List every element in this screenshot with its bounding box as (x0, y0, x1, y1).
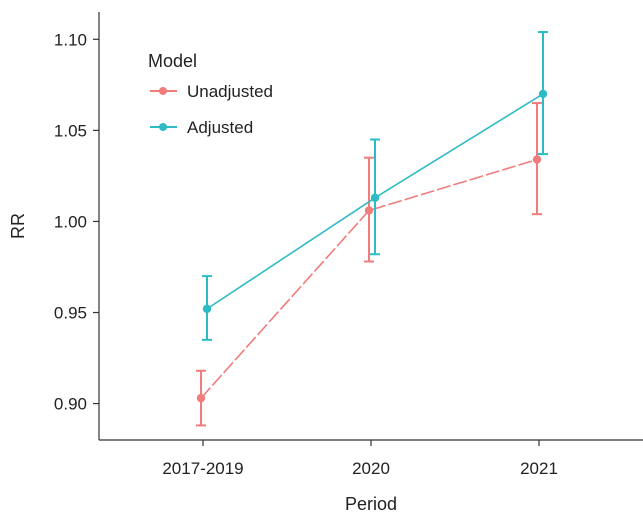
legend-item-unadjusted: Unadjusted (150, 82, 273, 101)
legend: Model Unadjusted Adjusted (148, 51, 273, 137)
x-tick-label: 2017-2019 (162, 459, 243, 478)
x-axis-ticks: 2017-2019 2020 2021 (162, 440, 558, 478)
legend-item-adjusted: Adjusted (150, 118, 253, 137)
data-point-adjusted (538, 89, 548, 99)
y-tick-label: 0.90 (54, 395, 87, 414)
data-point-unadjusted (196, 393, 206, 403)
data-point-adjusted (202, 304, 212, 314)
data-point-unadjusted (364, 206, 374, 215)
y-tick-label: 0.95 (54, 304, 87, 323)
x-axis-title: Period (345, 494, 397, 514)
data-point-unadjusted (532, 155, 542, 164)
y-tick-label: 1.10 (54, 30, 87, 49)
y-tick-label: 1.00 (54, 212, 87, 231)
legend-label-adjusted: Adjusted (187, 118, 253, 137)
legend-marker-adjusted (159, 123, 167, 131)
series-unadjusted (196, 102, 542, 427)
legend-title: Model (148, 51, 197, 71)
x-tick-label: 2021 (520, 459, 558, 478)
series-adjusted (202, 31, 548, 341)
y-axis-ticks: 0.90 0.95 1.00 1.05 1.10 (54, 30, 99, 414)
legend-marker-unadjusted (159, 87, 167, 95)
y-axis-title: RR (8, 213, 28, 239)
legend-label-unadjusted: Unadjusted (187, 82, 273, 101)
x-tick-label: 2020 (352, 459, 390, 478)
data-point-adjusted (370, 193, 380, 202)
series-layer (196, 31, 548, 427)
y-tick-label: 1.05 (54, 121, 87, 140)
